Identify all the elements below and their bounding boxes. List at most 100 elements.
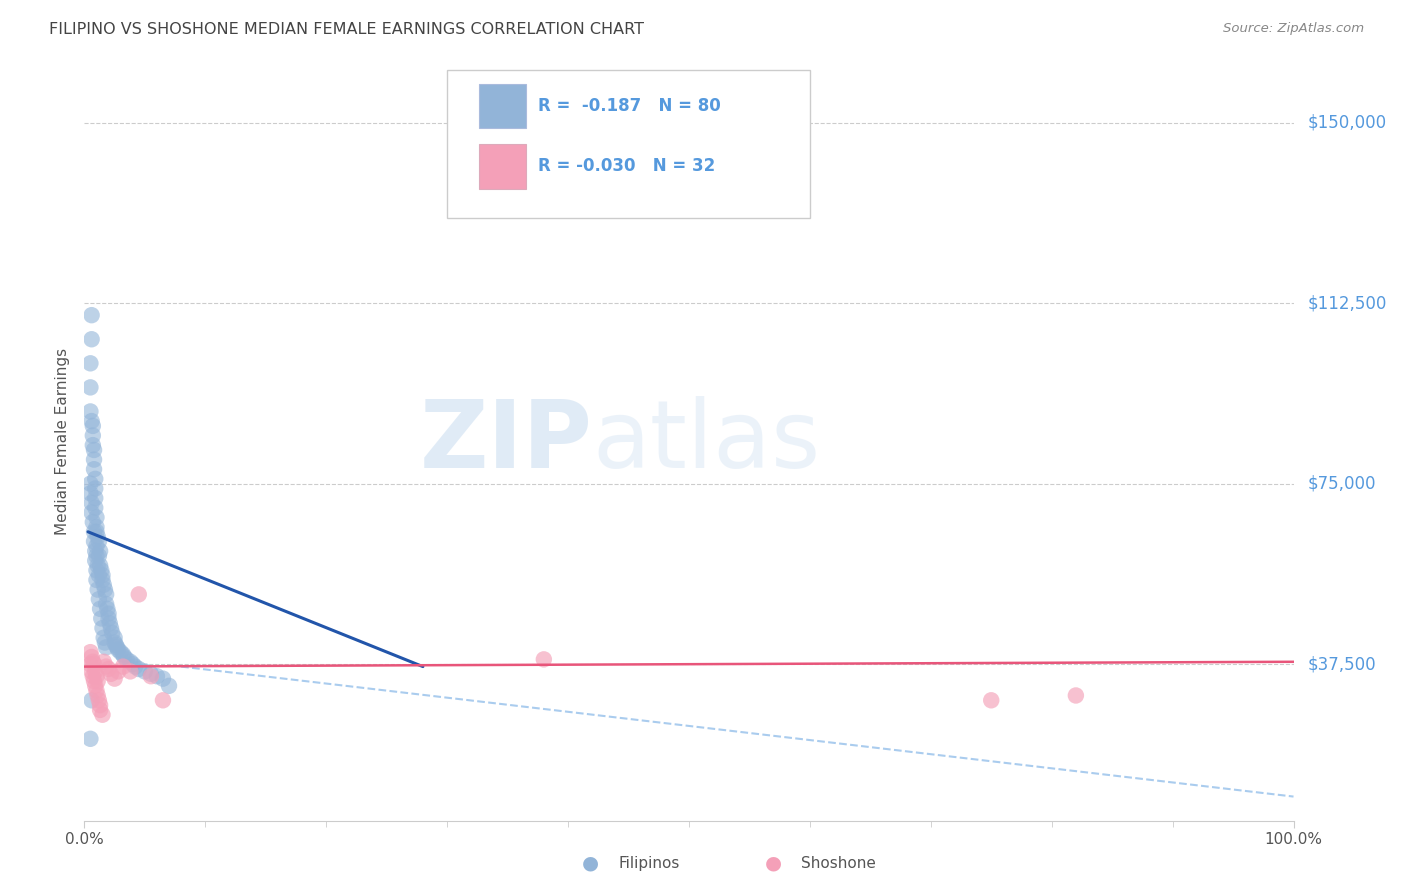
- Point: [97, 611, 120, 625]
- Point: [82, 515, 104, 529]
- Point: [94, 597, 117, 611]
- Point: [82, 438, 104, 452]
- Point: [87, 534, 110, 549]
- Point: [86, 673, 108, 688]
- Point: [121, 657, 143, 672]
- Point: [93, 578, 115, 592]
- Point: [86, 510, 108, 524]
- Point: [79, 645, 101, 659]
- Point: [83, 442, 105, 457]
- Point: [128, 662, 150, 676]
- FancyBboxPatch shape: [478, 145, 526, 189]
- Point: [120, 665, 142, 679]
- Text: R = -0.030   N = 32: R = -0.030 N = 32: [538, 157, 716, 176]
- Y-axis label: Median Female Earnings: Median Female Earnings: [55, 348, 70, 535]
- Point: [139, 669, 162, 683]
- Point: [84, 482, 107, 496]
- Point: [84, 544, 107, 558]
- Point: [86, 530, 108, 544]
- Point: [104, 638, 127, 652]
- Point: [84, 554, 107, 568]
- Point: [152, 693, 174, 707]
- Point: [533, 652, 555, 666]
- Point: [84, 665, 107, 679]
- Point: [79, 476, 101, 491]
- Point: [105, 640, 128, 655]
- Point: [97, 607, 120, 621]
- Point: [79, 657, 101, 672]
- Point: [83, 673, 105, 688]
- Point: [134, 665, 156, 679]
- Point: [107, 665, 129, 679]
- Point: [87, 693, 110, 707]
- Point: [100, 621, 122, 635]
- Point: [80, 693, 103, 707]
- Point: [104, 672, 127, 686]
- Point: [86, 582, 108, 597]
- Point: [80, 308, 103, 322]
- Text: atlas: atlas: [592, 395, 821, 488]
- Point: [84, 472, 107, 486]
- Text: R =  -0.187   N = 80: R = -0.187 N = 80: [538, 96, 720, 115]
- Point: [94, 635, 117, 649]
- Point: [93, 655, 115, 669]
- Point: [90, 611, 112, 625]
- Point: [112, 659, 135, 673]
- Point: [80, 665, 103, 679]
- Point: [980, 693, 1002, 707]
- Point: [86, 549, 108, 563]
- Point: [104, 635, 127, 649]
- Point: [86, 563, 108, 577]
- Point: [91, 568, 114, 582]
- Point: [84, 491, 107, 505]
- Point: [82, 428, 104, 442]
- Point: [104, 631, 127, 645]
- Point: [89, 698, 111, 712]
- Point: [91, 707, 114, 722]
- Point: [100, 666, 122, 681]
- Point: [89, 558, 111, 573]
- Point: [86, 524, 108, 539]
- Text: Source: ZipAtlas.com: Source: ZipAtlas.com: [1223, 22, 1364, 36]
- Point: [83, 657, 105, 672]
- Point: [1064, 689, 1087, 703]
- Point: [86, 669, 108, 683]
- Point: [112, 650, 135, 665]
- Point: [152, 672, 174, 686]
- Point: [89, 544, 111, 558]
- Point: [93, 631, 115, 645]
- Point: [86, 558, 108, 573]
- Point: [98, 616, 121, 631]
- Point: [90, 563, 112, 577]
- Text: $37,500: $37,500: [1308, 656, 1376, 673]
- Point: [79, 356, 101, 370]
- Point: [94, 659, 117, 673]
- Point: [82, 418, 104, 433]
- Point: [83, 462, 105, 476]
- Point: [86, 689, 108, 703]
- Point: [79, 380, 101, 394]
- Point: [96, 602, 118, 616]
- Point: [79, 731, 101, 746]
- Text: FILIPINO VS SHOSHONE MEDIAN FEMALE EARNINGS CORRELATION CHART: FILIPINO VS SHOSHONE MEDIAN FEMALE EARNI…: [49, 22, 644, 37]
- Text: ●: ●: [765, 854, 782, 873]
- Point: [94, 582, 117, 597]
- Point: [83, 524, 105, 539]
- Point: [86, 683, 108, 698]
- Point: [80, 332, 103, 346]
- Point: [86, 573, 108, 587]
- Point: [79, 404, 101, 418]
- Point: [79, 486, 101, 500]
- Point: [80, 506, 103, 520]
- FancyBboxPatch shape: [478, 84, 526, 128]
- Point: [157, 679, 180, 693]
- Point: [91, 573, 114, 587]
- Point: [139, 666, 162, 681]
- Point: [89, 703, 111, 717]
- Point: [87, 592, 110, 607]
- Point: [83, 452, 105, 467]
- Text: $75,000: $75,000: [1308, 475, 1376, 492]
- FancyBboxPatch shape: [447, 70, 810, 218]
- Text: Filipinos: Filipinos: [619, 856, 681, 871]
- Text: Shoshone: Shoshone: [801, 856, 876, 871]
